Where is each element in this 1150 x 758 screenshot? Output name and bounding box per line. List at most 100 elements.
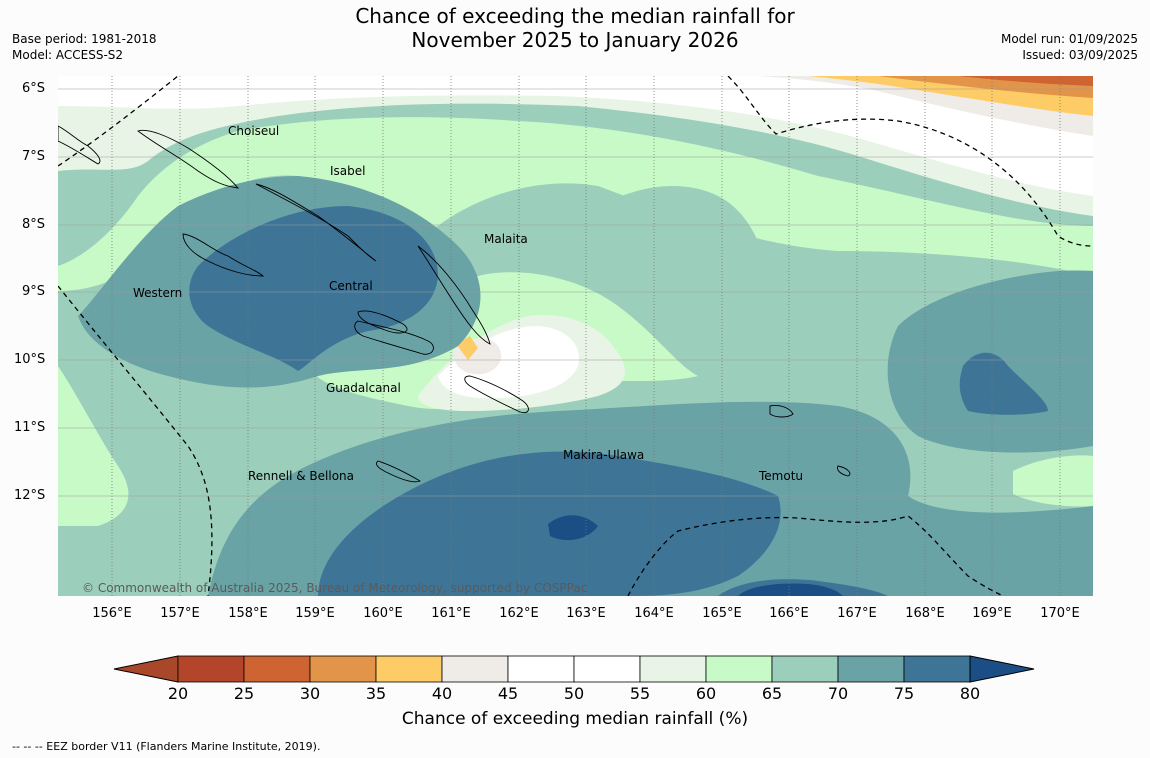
- colorbar: [113, 655, 1035, 683]
- lon-label-168e: 168°E: [905, 606, 945, 621]
- colorbar-tick-50: 50: [563, 684, 585, 703]
- label-rennell-bellona: Rennell & Bellona: [248, 469, 355, 483]
- lon-label-163e: 163°E: [566, 606, 606, 621]
- colorbar-cell-20-25: [177, 655, 245, 683]
- zone-80-plus-south: [548, 515, 598, 541]
- colorbar-cell-30-35: [309, 655, 377, 683]
- lon-label-159e: 159°E: [295, 606, 335, 621]
- lat-label-9s: 9°S: [22, 284, 46, 299]
- label-guadalcanal: Guadalcanal: [326, 381, 401, 395]
- title-line-1: Chance of exceeding the median rainfall …: [355, 4, 795, 28]
- eez-border-note: -- -- -- EEZ border V11 (Flanders Marine…: [12, 740, 321, 753]
- island-malaita: [417, 245, 491, 345]
- colorbar-cell-55-60: [639, 655, 707, 683]
- island-new-georgia: [182, 233, 265, 277]
- zone-25-30-northeast: [958, 76, 1093, 86]
- colorbar-cell-75-80: [903, 655, 971, 683]
- colorbar-tick-45: 45: [497, 684, 519, 703]
- colorbar-tick-25: 25: [233, 684, 255, 703]
- rainfall-map: [58, 76, 1093, 596]
- colorbar-extend-low: [113, 655, 179, 683]
- base-period: Base period: 1981-2018: [12, 32, 157, 46]
- label-western: Western: [133, 286, 183, 300]
- eez-border-southwest: [58, 285, 213, 596]
- label-choiseul: Choiseul: [228, 124, 280, 138]
- issued-date: Issued: 03/09/2025: [1022, 48, 1138, 62]
- label-makira-ulawa: Makira-Ulawa: [563, 448, 645, 462]
- zone-75-80-east: [959, 352, 1048, 415]
- colorbar-cell-60-65: [705, 655, 773, 683]
- colorbar-tick-55: 55: [629, 684, 651, 703]
- model-run: Model run: 01/09/2025: [1000, 32, 1138, 46]
- lon-label-165e: 165°E: [702, 606, 742, 621]
- zone-60-65-east: [1013, 455, 1093, 507]
- label-central: Central: [329, 279, 373, 293]
- lon-label-164e: 164°E: [634, 606, 674, 621]
- lon-label-160e: 160°E: [363, 606, 403, 621]
- eez-border-southeast: [627, 515, 1004, 596]
- latitude-lines: [58, 88, 1093, 497]
- island-florida: [357, 310, 408, 334]
- colorbar-tick-30: 30: [299, 684, 321, 703]
- lat-label-11s: 11°S: [14, 420, 46, 435]
- lon-label-169e: 169°E: [972, 606, 1012, 621]
- zone-45-55-center: [438, 326, 579, 399]
- colorbar-tick-75: 75: [893, 684, 915, 703]
- island-makira: [464, 375, 529, 414]
- lat-label-7s: 7°S: [22, 149, 46, 164]
- colorbar-tick-70: 70: [827, 684, 849, 703]
- island-bougainville: [58, 125, 101, 165]
- meta-left: Base period: 1981-2018 Model: ACCESS-S2: [12, 31, 157, 63]
- colorbar-cell-50-55: [573, 655, 641, 683]
- label-temotu: Temotu: [759, 469, 804, 483]
- colorbar-extend-high: [969, 655, 1035, 683]
- lat-label-8s: 8°S: [22, 217, 46, 232]
- eez-border-northeast: [727, 76, 1093, 247]
- lon-label-158e: 158°E: [228, 606, 268, 621]
- lon-label-170e: 170°E: [1040, 606, 1080, 621]
- label-malaita: Malaita: [484, 232, 528, 246]
- lon-label-157e: 157°E: [160, 606, 200, 621]
- colorbar-cell-25-30: [243, 655, 311, 683]
- colorbar-cell-45-50: [507, 655, 575, 683]
- zone-75-80-west: [189, 206, 438, 371]
- zone-65-70-center-east: [569, 186, 766, 335]
- zone-80-plus-southeast: [738, 583, 843, 596]
- colorbar-cells: [113, 655, 1035, 683]
- colorbar-tick-35: 35: [365, 684, 387, 703]
- island-isabel: [255, 183, 377, 262]
- colorbar-cell-65-70: [771, 655, 839, 683]
- colorbar-cell-35-40: [375, 655, 443, 683]
- colorbar-tick-20: 20: [167, 684, 189, 703]
- island-rennell: [375, 460, 422, 483]
- lon-label-156e: 156°E: [92, 606, 132, 621]
- eez-borders: [58, 76, 1093, 596]
- lat-label-12s: 12°S: [14, 488, 46, 503]
- zone-60-65-north: [58, 117, 1093, 291]
- lon-label-167e: 167°E: [837, 606, 877, 621]
- island-reef: [837, 465, 851, 477]
- lon-label-162e: 162°E: [499, 606, 539, 621]
- colorbar-tick-80: 80: [959, 684, 981, 703]
- zone-60-65-west: [58, 366, 129, 526]
- lat-label-6s: 6°S: [22, 81, 46, 96]
- colorbar-tick-65: 65: [761, 684, 783, 703]
- title-line-2: November 2025 to January 2026: [411, 28, 739, 52]
- colorbar-cell-70-75: [837, 655, 905, 683]
- model-name: Model: ACCESS-S2: [12, 48, 124, 62]
- lon-label-166e: 166°E: [769, 606, 809, 621]
- copyright-notice: © Commonwealth of Australia 2025, Bureau…: [82, 581, 588, 595]
- label-isabel: Isabel: [330, 164, 366, 178]
- colorbar-tick-40: 40: [431, 684, 453, 703]
- lon-label-161e: 161°E: [431, 606, 471, 621]
- island-guadalcanal: [354, 320, 434, 355]
- map-title: Chance of exceeding the median rainfall …: [0, 4, 1150, 52]
- coastlines: [58, 125, 851, 483]
- colorbar-cell-40-45: [441, 655, 509, 683]
- meta-right: Model run: 01/09/2025 Issued: 03/09/2025: [1001, 31, 1138, 63]
- zone-45-55-north: [58, 76, 1093, 196]
- island-santa-cruz: [769, 405, 794, 418]
- island-choiseul: [137, 129, 240, 189]
- colorbar-tick-60: 60: [695, 684, 717, 703]
- lat-label-10s: 10°S: [14, 352, 46, 367]
